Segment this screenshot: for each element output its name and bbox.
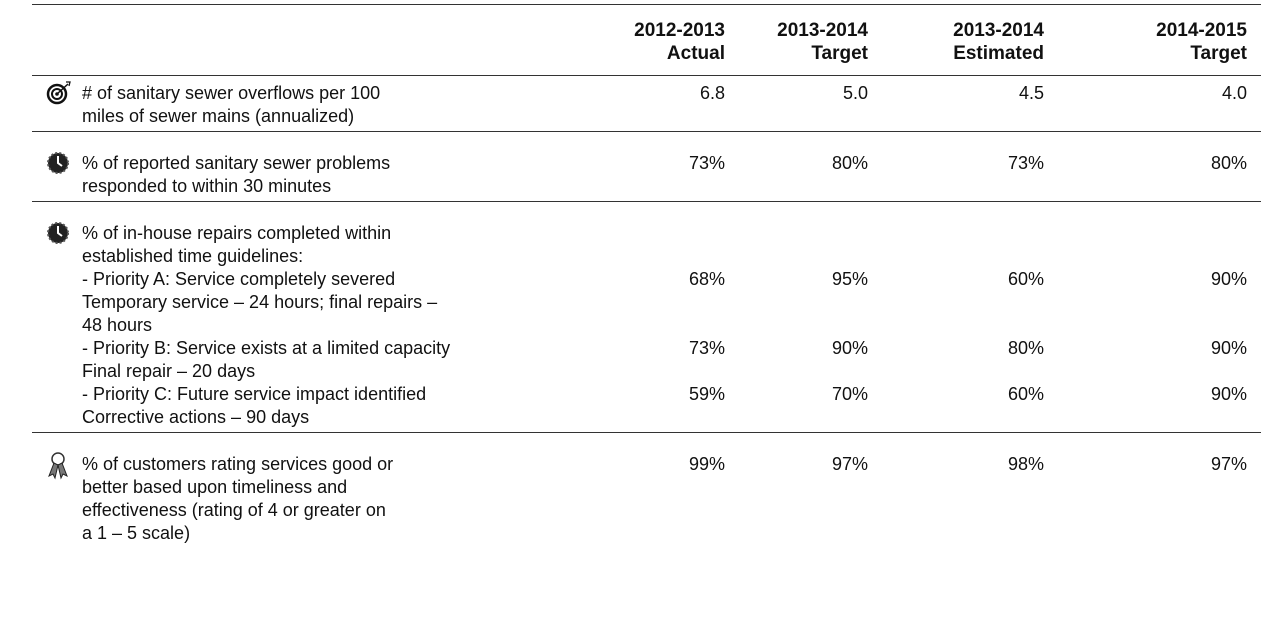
row-description: responded to within 30 minutes — [82, 176, 332, 196]
cell-value: 68% — [688, 269, 725, 289]
target-icon — [46, 81, 71, 105]
cell-value: 90% — [1210, 269, 1247, 289]
row-rule — [32, 201, 1261, 202]
row-description: % of customers rating services good or — [82, 454, 394, 474]
row-description: # of sanitary sewer overflows per 100 — [82, 83, 381, 103]
column-label: Target — [811, 43, 868, 64]
cell-value: 90% — [1210, 384, 1247, 404]
row-rule — [32, 131, 1261, 132]
cell-value: 95% — [831, 269, 868, 289]
row-description: established time guidelines: — [82, 246, 304, 266]
cell-value: 4.0 — [1221, 83, 1247, 103]
row-description: a 1 – 5 scale) — [82, 523, 191, 543]
row-description: % of in-house repairs completed within — [82, 223, 392, 243]
column-period: 2013-2014 — [953, 20, 1044, 41]
column-label: Actual — [666, 43, 725, 64]
ribbon-icon — [48, 452, 68, 480]
row-description: miles of sewer mains (annualized) — [82, 106, 355, 126]
column-period: 2013-2014 — [777, 20, 868, 41]
cell-value: 73% — [688, 338, 725, 358]
item-description: Temporary service – 24 hours; final repa… — [82, 292, 438, 312]
cell-value: 60% — [1007, 384, 1044, 404]
column-period: 2014-2015 — [1156, 20, 1247, 41]
item-description: - Priority C: Future service impact iden… — [82, 384, 427, 404]
cell-value: 73% — [688, 153, 725, 173]
cell-value: 6.8 — [699, 83, 725, 103]
cell-value: 98% — [1007, 454, 1044, 474]
column-label: Estimated — [953, 43, 1044, 64]
row-rule — [32, 75, 1261, 76]
clock-icon — [47, 222, 69, 244]
item-description: - Priority A: Service completely severed — [82, 269, 396, 289]
item-description: - Priority B: Service exists at a limite… — [82, 338, 451, 358]
cell-value: 97% — [1210, 454, 1247, 474]
row-rule — [32, 432, 1261, 433]
column-label: Target — [1190, 43, 1247, 64]
top-rule — [32, 4, 1261, 5]
cell-value: 4.5 — [1018, 83, 1044, 103]
cell-value: 80% — [1007, 338, 1044, 358]
cell-value: 90% — [1210, 338, 1247, 358]
cell-value: 5.0 — [842, 83, 868, 103]
cell-value: 73% — [1007, 153, 1044, 173]
cell-value: 59% — [688, 384, 725, 404]
row-description: effectiveness (rating of 4 or greater on — [82, 500, 386, 520]
cell-value: 90% — [831, 338, 868, 358]
column-period: 2012-2013 — [634, 20, 725, 41]
cell-value: 70% — [831, 384, 868, 404]
cell-value: 99% — [688, 454, 725, 474]
row-description: better based upon timeliness and — [82, 477, 348, 497]
item-description: Corrective actions – 90 days — [82, 407, 310, 427]
cell-value: 80% — [831, 153, 868, 173]
item-description: Final repair – 20 days — [82, 361, 256, 381]
cell-value: 60% — [1007, 269, 1044, 289]
cell-value: 97% — [831, 454, 868, 474]
item-description: 48 hours — [82, 315, 153, 335]
cell-value: 80% — [1210, 153, 1247, 173]
row-description: % of reported sanitary sewer problems — [82, 153, 391, 173]
clock-icon — [47, 152, 69, 174]
